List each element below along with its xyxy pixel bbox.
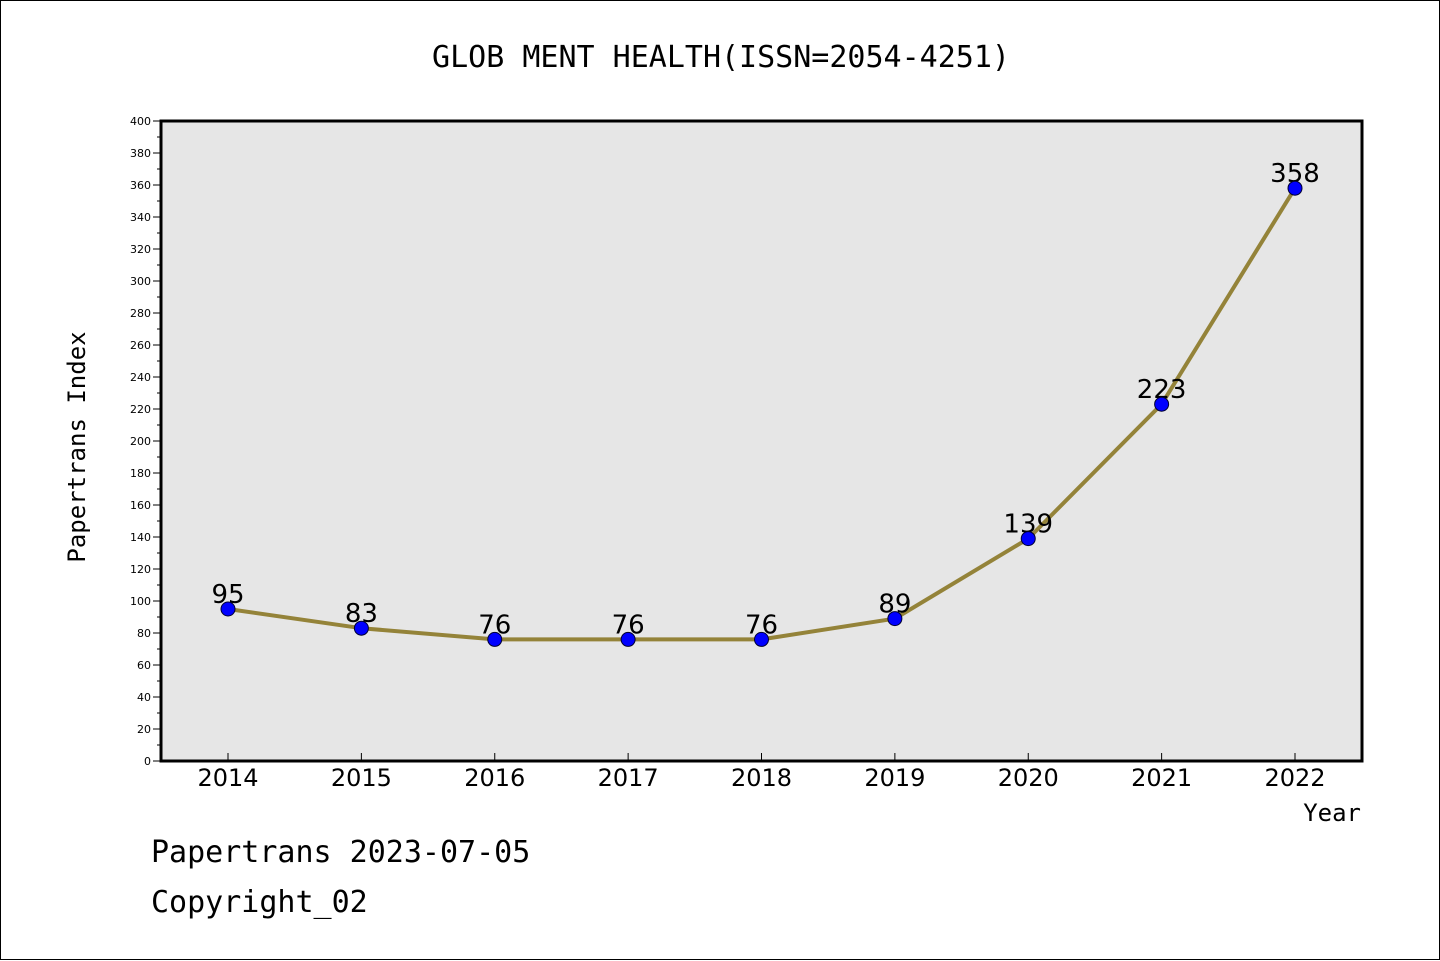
- x-tick-label: 2020: [998, 764, 1059, 792]
- data-point: [1287, 180, 1303, 196]
- y-tick-label: 60: [137, 659, 151, 672]
- x-tick-label: 2017: [598, 764, 659, 792]
- y-tick-label: 320: [130, 243, 151, 256]
- data-point: [754, 631, 769, 647]
- y-tick-label: 360: [130, 179, 151, 192]
- y-tick-label: 160: [130, 499, 151, 512]
- y-tick-label: 180: [130, 467, 151, 480]
- y-tick-label: 100: [130, 595, 151, 608]
- data-point: [887, 611, 903, 627]
- x-tick-label: 2014: [197, 764, 258, 792]
- data-point: [353, 620, 369, 636]
- data-point: [1020, 531, 1036, 547]
- y-tick-label: 340: [130, 211, 151, 224]
- x-tick-label: 2015: [331, 764, 392, 792]
- footer-date: Papertrans 2023-07-05: [151, 835, 531, 870]
- plot-area: [159, 119, 1364, 763]
- y-tick-label: 20: [137, 723, 151, 736]
- y-axis: 0 20 40 60 80 100 120 140 160 180 200 220 240 260 280 3…: [130, 115, 161, 768]
- data-point: [487, 631, 503, 647]
- y-tick-label: 200: [130, 435, 151, 448]
- x-axis-label: Year: [1303, 799, 1361, 827]
- y-tick-label: 120: [130, 563, 151, 576]
- y-tick-label: 80: [137, 627, 151, 640]
- y-tick-label: 280: [130, 307, 151, 320]
- chart-title: GLOB MENT HEALTH(ISSN=2054-4251): [432, 40, 1010, 75]
- y-tick-label: 140: [130, 531, 151, 544]
- x-tick-label: 2022: [1264, 764, 1325, 792]
- y-tick-label: 220: [130, 403, 151, 416]
- x-tick-label: 2018: [731, 764, 792, 792]
- data-point: [220, 601, 236, 617]
- x-tick-label: 2016: [464, 764, 525, 792]
- data-point: [1154, 396, 1170, 412]
- y-tick-label: 40: [137, 691, 151, 704]
- y-tick-label: 260: [130, 339, 151, 352]
- data-point: [620, 631, 636, 647]
- y-tick-label: 240: [130, 371, 151, 384]
- y-tick-label: 0: [144, 755, 151, 768]
- x-tick-label: 2021: [1131, 764, 1192, 792]
- y-tick-label: 300: [130, 275, 151, 288]
- y-axis-label: Papertrans Index: [63, 331, 91, 562]
- x-axis: 2014 2015 2016 2017 2018 2019 2020 2021 2022: [197, 753, 1326, 792]
- y-tick-label: 380: [130, 147, 151, 160]
- footer-copyright: Copyright_02: [151, 885, 368, 920]
- x-tick-label: 2019: [864, 764, 925, 792]
- y-tick-label: 400: [130, 115, 151, 128]
